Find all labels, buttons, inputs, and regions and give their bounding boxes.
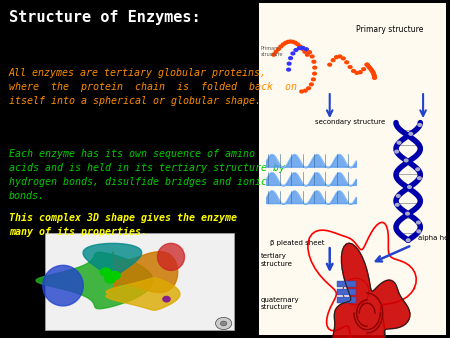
Circle shape [301,46,305,49]
Circle shape [358,71,362,74]
Circle shape [313,66,317,69]
Text: tertiary
structure: tertiary structure [261,254,292,267]
Circle shape [370,69,374,72]
Circle shape [308,51,311,54]
Text: Primary structure: Primary structure [356,25,423,34]
Circle shape [291,52,295,55]
Circle shape [362,68,365,71]
Circle shape [300,90,304,93]
Circle shape [301,48,304,50]
Polygon shape [332,243,410,338]
Circle shape [373,76,376,79]
Text: Primary
structure: Primary structure [261,46,283,57]
Text: quaternary
structure: quaternary structure [261,296,299,310]
Circle shape [216,317,232,330]
Circle shape [369,68,373,71]
Bar [337,281,356,287]
Circle shape [365,63,369,66]
Circle shape [284,41,288,44]
Circle shape [328,63,332,66]
Text: All enzymes are tertiary globular proteins,
where  the  protein  chain  is  fold: All enzymes are tertiary globular protei… [9,68,297,105]
Polygon shape [158,243,184,270]
Circle shape [345,61,349,64]
Circle shape [296,43,300,46]
Circle shape [408,186,411,188]
Circle shape [294,49,298,51]
Circle shape [418,124,422,126]
Circle shape [100,268,111,276]
Circle shape [368,66,372,69]
Text: β pleated sheet: β pleated sheet [270,240,324,246]
Circle shape [418,177,421,179]
Circle shape [286,41,290,43]
Circle shape [310,55,314,58]
Circle shape [409,132,413,135]
Circle shape [366,65,370,68]
Circle shape [335,56,338,58]
Circle shape [405,159,408,162]
Circle shape [373,75,376,78]
Circle shape [288,40,292,43]
Text: This complex 3D shape gives the enzyme
many of its properties.: This complex 3D shape gives the enzyme m… [9,213,237,237]
Circle shape [297,47,301,50]
Circle shape [272,53,275,56]
Circle shape [396,195,400,197]
Circle shape [396,203,399,206]
Circle shape [291,41,295,43]
Circle shape [397,141,401,144]
Circle shape [287,68,291,71]
Circle shape [371,71,375,73]
Polygon shape [43,265,83,306]
Circle shape [348,66,352,68]
Circle shape [417,221,420,224]
Bar [259,3,446,335]
Circle shape [351,70,356,72]
Circle shape [306,53,309,56]
Circle shape [372,74,376,76]
Circle shape [303,89,307,92]
Circle shape [281,43,285,46]
Bar [337,297,356,303]
Circle shape [417,230,421,233]
Circle shape [338,55,342,58]
Circle shape [395,150,399,153]
Text: alpha helix: alpha helix [418,235,450,241]
Circle shape [311,78,315,81]
Circle shape [310,83,313,86]
Bar [45,233,234,330]
Circle shape [416,168,419,171]
Circle shape [406,239,410,242]
Circle shape [365,63,369,66]
Circle shape [287,62,291,65]
Circle shape [307,87,310,90]
Circle shape [355,71,359,74]
Circle shape [313,72,316,75]
Bar [337,289,356,295]
Circle shape [279,45,283,48]
Polygon shape [113,252,178,292]
Circle shape [406,212,410,215]
Circle shape [312,60,316,63]
Circle shape [342,57,345,60]
Circle shape [289,57,293,59]
Circle shape [331,59,335,62]
Text: Structure of Enzymes:: Structure of Enzymes: [9,10,201,25]
Circle shape [372,72,375,75]
Circle shape [163,296,170,302]
Circle shape [303,50,307,53]
Circle shape [305,48,308,51]
Circle shape [109,271,120,280]
Circle shape [298,45,302,48]
Circle shape [105,275,116,283]
Polygon shape [36,252,153,309]
Circle shape [293,41,297,44]
Text: secondary structure: secondary structure [315,119,385,125]
Text: Each enzyme has its own sequence of amino
acids and is held in its tertiary stru: Each enzyme has its own sequence of amin… [9,149,285,201]
Circle shape [220,321,227,326]
Polygon shape [106,278,180,310]
Polygon shape [83,243,142,277]
Circle shape [277,48,280,50]
Circle shape [274,50,278,53]
